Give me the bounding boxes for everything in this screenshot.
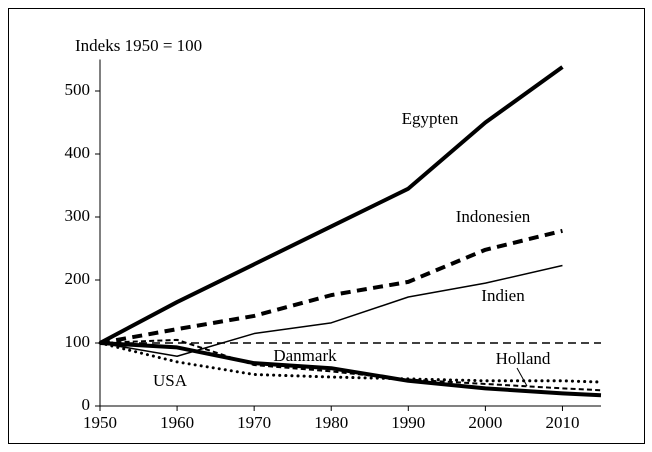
- series-label: Egypten: [402, 109, 459, 128]
- series-line: [99, 228, 563, 345]
- x-tick-label: 1950: [83, 413, 117, 432]
- frame: [8, 8, 645, 444]
- series-line: [99, 264, 563, 357]
- series-label: Indien: [481, 286, 525, 305]
- y-tick-label: 0: [82, 395, 91, 414]
- series-label: USA: [153, 371, 188, 390]
- y-tick-label: 300: [65, 206, 91, 225]
- x-tick-label: 2010: [545, 413, 579, 432]
- x-tick-label: 1960: [160, 413, 194, 432]
- x-tick-label: 2000: [468, 413, 502, 432]
- series-label: Holland: [496, 349, 551, 368]
- x-tick-label: 1970: [237, 413, 271, 432]
- y-tick-label: 200: [65, 269, 91, 288]
- y-tick-label: 400: [65, 143, 91, 162]
- series-line: [98, 341, 603, 384]
- series-line: [99, 65, 564, 345]
- y-tick-label: 500: [65, 80, 91, 99]
- y-axis-label: Indeks 1950 = 100: [75, 36, 202, 55]
- x-tick-label: 1990: [391, 413, 425, 432]
- series-label: Indonesien: [456, 207, 531, 226]
- label-pointer: [516, 367, 528, 387]
- y-tick-label: 100: [65, 332, 91, 351]
- series-line: [99, 338, 602, 392]
- series-label: Danmark: [273, 346, 337, 365]
- x-tick-label: 1980: [314, 413, 348, 432]
